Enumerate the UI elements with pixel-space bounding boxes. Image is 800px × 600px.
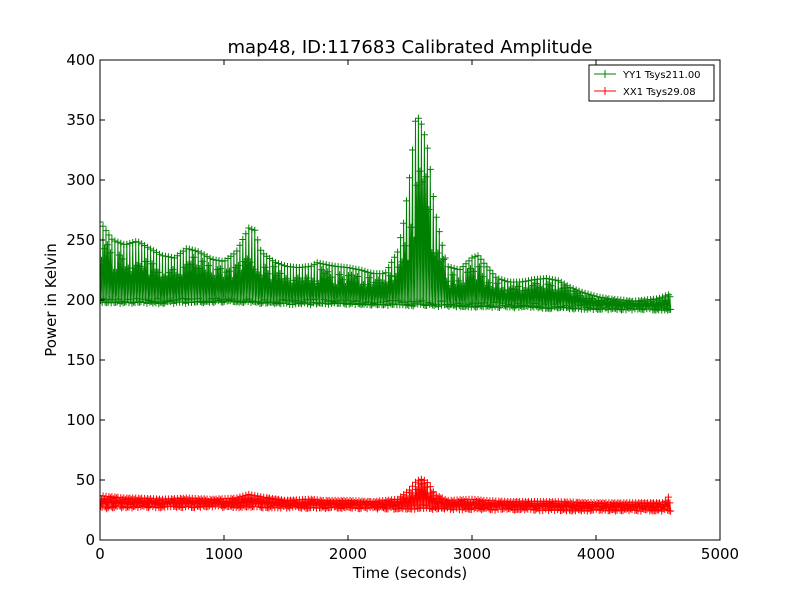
y-tick-label: 250 bbox=[66, 231, 95, 249]
x-tick-label: 0 bbox=[95, 545, 105, 563]
x-tick-label: 4000 bbox=[577, 545, 615, 563]
y-tick-label: 350 bbox=[66, 111, 95, 129]
y-tick-label: 300 bbox=[66, 171, 95, 189]
legend: YY1 Tsys211.00 XX1 Tsys29.08 bbox=[588, 64, 715, 102]
x-tick-label: 2000 bbox=[329, 545, 367, 563]
series-yy1 bbox=[100, 114, 675, 314]
legend-entry: XX1 Tsys29.08 bbox=[594, 87, 696, 98]
y-tick-label: 150 bbox=[66, 351, 95, 369]
series-xx1 bbox=[100, 475, 675, 515]
y-tick-label: 400 bbox=[66, 51, 95, 69]
x-tick-label: 1000 bbox=[205, 545, 243, 563]
x-axis-label: Time (seconds) bbox=[352, 564, 468, 582]
legend-entry: YY1 Tsys211.00 bbox=[594, 70, 701, 81]
y-tick-label: 200 bbox=[66, 291, 95, 309]
x-tick-label: 5000 bbox=[701, 545, 739, 563]
series-line bbox=[100, 118, 672, 311]
legend-box bbox=[588, 64, 715, 102]
x-tick-label: 3000 bbox=[453, 545, 491, 563]
y-tick-label: 50 bbox=[76, 471, 95, 489]
y-tick-label: 100 bbox=[66, 411, 95, 429]
legend-label: YY1 Tsys211.00 bbox=[622, 70, 701, 81]
chart-title: map48, ID:117683 Calibrated Amplitude bbox=[228, 37, 593, 58]
axis-ticks: 0 1000 2000 3000 4000 5000 0 50 100 150 200 250 300 3… bbox=[66, 51, 739, 563]
y-axis-label: Power in Kelvin bbox=[42, 243, 60, 357]
series-layer bbox=[100, 114, 675, 515]
series-markers bbox=[100, 114, 675, 314]
legend-label: XX1 Tsys29.08 bbox=[623, 87, 696, 98]
series-markers bbox=[100, 475, 675, 515]
y-tick-label: 0 bbox=[85, 531, 95, 549]
